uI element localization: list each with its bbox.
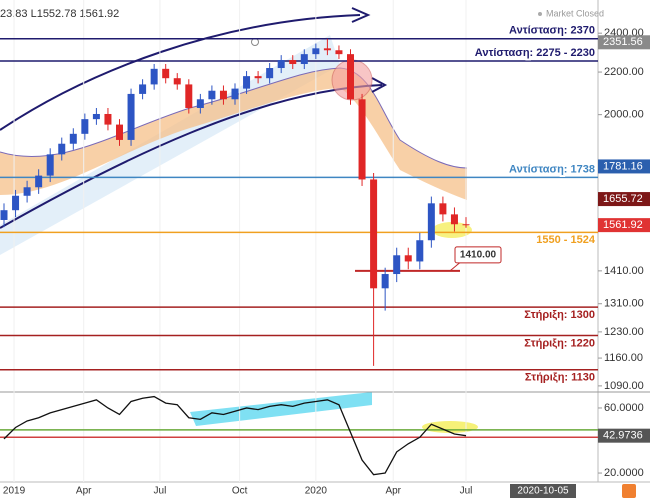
candle-body — [139, 84, 147, 94]
candle-body — [196, 99, 204, 109]
cursor-date-box — [510, 484, 576, 498]
candle-body — [243, 76, 251, 89]
settings-icon[interactable] — [622, 484, 636, 498]
candles — [0, 38, 470, 366]
oscillator-highlight — [422, 421, 478, 433]
candle-body — [23, 187, 31, 196]
candle-body — [12, 195, 20, 211]
candle-body — [69, 133, 77, 144]
price-badge-label: 1655.72 — [603, 193, 643, 205]
candle-body — [219, 90, 227, 100]
candle-body — [300, 54, 308, 65]
candle-body — [92, 113, 100, 120]
price-badge — [598, 218, 650, 233]
candle-body — [127, 93, 135, 140]
envelope-band — [0, 68, 467, 200]
candle-body — [254, 76, 262, 79]
trend-arrow — [0, 84, 383, 229]
candle-body — [439, 203, 447, 215]
y-tick-label: 2000.00 — [604, 109, 644, 121]
price-badge-label: 42.9736 — [603, 430, 643, 442]
ohlc-header: 23.83 L1552.78 1561.92 — [0, 8, 119, 20]
arrow-head — [351, 7, 371, 23]
highlight-ellipse — [432, 222, 472, 238]
x-tick-label: 2019 — [3, 486, 26, 497]
x-tick-label: Apr — [385, 486, 401, 497]
envelope-line — [0, 67, 468, 169]
x-tick-label: 2020 — [305, 486, 328, 497]
y-tick-label: 1310.00 — [604, 298, 644, 310]
level-label: Στήριξη: 1220 — [524, 337, 595, 349]
candle-body — [404, 255, 412, 262]
candle-body — [393, 255, 401, 275]
candle-body — [358, 99, 366, 180]
arrow-head — [371, 77, 388, 93]
level-label: 1550 - 1524 — [536, 234, 596, 246]
candle-body — [335, 50, 343, 55]
candle-body — [46, 154, 54, 176]
y-tick-label: 1230.00 — [604, 326, 644, 338]
candle-body — [312, 48, 320, 55]
candle-body — [104, 113, 112, 125]
candle-body — [185, 84, 193, 109]
candle-body — [58, 143, 66, 155]
candle-body — [462, 224, 470, 226]
candle-body — [208, 90, 216, 100]
candle-body — [450, 214, 458, 225]
candle-body — [231, 88, 239, 100]
callout-label: 1410.00 — [460, 249, 497, 260]
price-badge — [598, 192, 650, 207]
level-label: Αντίσταση: 2370 — [509, 25, 595, 37]
level-label: Στήριξη: 1300 — [524, 309, 595, 321]
price-badge — [598, 428, 650, 443]
candle-body — [289, 60, 297, 65]
price-badge — [598, 35, 650, 50]
candle-body — [323, 48, 331, 51]
price-badge — [598, 159, 650, 174]
candle-body — [416, 240, 424, 262]
callout-box — [454, 246, 502, 264]
y-tick-label: 60.0000 — [604, 402, 644, 414]
cursor-date: 2020-10-05 — [517, 486, 569, 497]
candle-body — [173, 78, 181, 85]
candle-body — [277, 60, 285, 69]
candle-body — [35, 175, 43, 188]
y-tick-label: 20.0000 — [604, 467, 644, 479]
trend-arrow — [0, 14, 361, 131]
x-tick-label: Apr — [76, 486, 92, 497]
candle-body — [427, 203, 435, 241]
candle-body — [81, 119, 89, 134]
price-badge-label: 2351.56 — [603, 36, 643, 48]
oscillator-line — [3, 395, 467, 476]
x-tick-label: Jul — [460, 486, 473, 497]
market-status: Market Closed — [546, 8, 604, 18]
candle-body — [0, 210, 8, 220]
y-tick-label: 2200.00 — [604, 66, 644, 78]
y-tick-label: 1090.00 — [604, 380, 644, 392]
price-badge-label: 1561.92 — [603, 219, 643, 231]
price-badge-label: 1781.16 — [603, 160, 643, 172]
level-label: Αντίσταση: 1738 — [509, 163, 595, 175]
candle-body — [116, 124, 123, 140]
candle-body — [381, 274, 389, 289]
y-tick-label: 1410.00 — [604, 265, 644, 277]
level-label: Στήριξη: 1130 — [525, 372, 595, 384]
x-tick-label: Oct — [232, 486, 248, 497]
y-tick-label: 1160.00 — [604, 352, 643, 364]
candle-body — [162, 68, 170, 79]
candle-body — [370, 179, 378, 289]
status-dot — [538, 12, 542, 16]
level-label: Αντίσταση: 2275 - 2230 — [475, 47, 595, 59]
x-tick-label: Jul — [154, 486, 167, 497]
candle-body — [150, 68, 158, 85]
candle-body — [347, 54, 354, 100]
candle-body — [266, 68, 274, 79]
